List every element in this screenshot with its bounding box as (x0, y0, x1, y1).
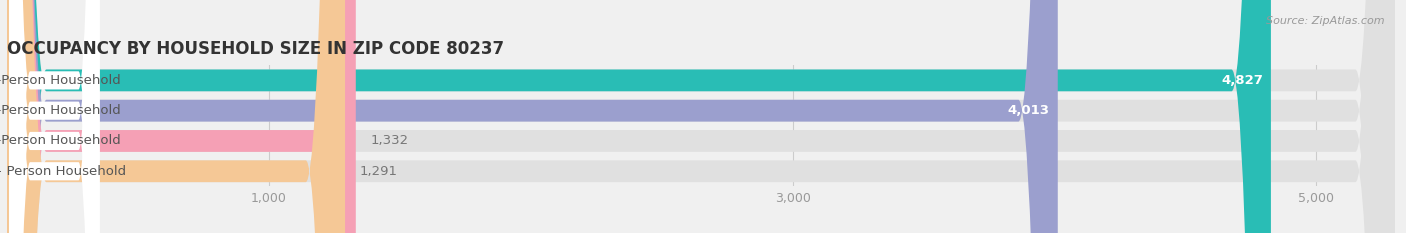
FancyBboxPatch shape (7, 0, 1395, 233)
Text: 1,332: 1,332 (370, 134, 408, 147)
FancyBboxPatch shape (7, 0, 356, 233)
Text: 1-Person Household: 1-Person Household (0, 74, 121, 87)
Text: 3-Person Household: 3-Person Household (0, 134, 121, 147)
FancyBboxPatch shape (8, 0, 100, 233)
Text: 4,013: 4,013 (1008, 104, 1050, 117)
Text: 2-Person Household: 2-Person Household (0, 104, 121, 117)
Text: 4+ Person Household: 4+ Person Household (0, 165, 127, 178)
FancyBboxPatch shape (8, 0, 100, 233)
FancyBboxPatch shape (7, 0, 344, 233)
FancyBboxPatch shape (7, 0, 1395, 233)
Text: 1,291: 1,291 (360, 165, 398, 178)
FancyBboxPatch shape (7, 0, 1395, 233)
FancyBboxPatch shape (7, 0, 1057, 233)
Text: 4,827: 4,827 (1222, 74, 1263, 87)
Text: OCCUPANCY BY HOUSEHOLD SIZE IN ZIP CODE 80237: OCCUPANCY BY HOUSEHOLD SIZE IN ZIP CODE … (7, 40, 505, 58)
FancyBboxPatch shape (7, 0, 1271, 233)
FancyBboxPatch shape (8, 0, 100, 233)
FancyBboxPatch shape (8, 0, 100, 233)
Text: Source: ZipAtlas.com: Source: ZipAtlas.com (1267, 16, 1385, 26)
FancyBboxPatch shape (7, 0, 1395, 233)
